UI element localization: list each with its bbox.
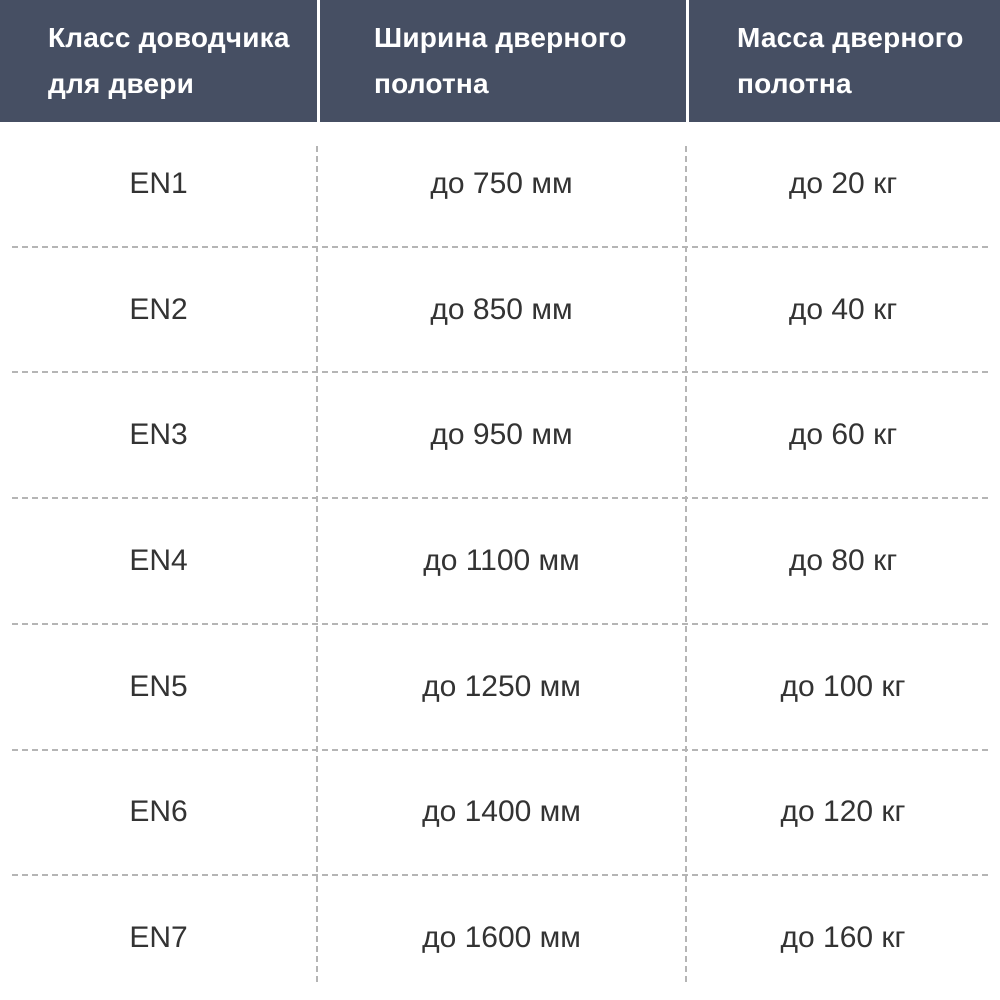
table-row: EN3 до 950 мм до 60 кг [0,373,1000,497]
table-row: EN7 до 1600 мм до 160 кг [0,876,1000,1000]
row-separator [12,748,988,751]
cell-door-mass: до 20 кг [788,166,898,200]
cell-door-mass: до 160 кг [780,921,906,955]
cell-door-width: до 1600 мм [422,921,581,955]
cell-closer-class: EN4 [129,544,188,578]
table-row: EN4 до 1100 мм до 80 кг [0,499,1000,623]
table-row: EN5 до 1250 мм до 100 кг [0,625,1000,749]
row-separator [12,371,988,374]
cell-closer-class: EN5 [129,669,188,703]
cell-door-mass: до 60 кг [788,418,898,452]
cell-closer-class: EN7 [129,921,188,955]
row-separator [12,622,988,625]
table-row: EN6 до 1400 мм до 120 кг [0,751,1000,875]
cell-door-width: до 850 мм [430,292,573,326]
table-header-row: Класс доводчика для двери Ширина дверног… [0,0,1000,122]
table-body: EN1 до 750 мм до 20 кг EN2 до 850 мм до 40 кг… [0,122,1000,1000]
table-row: EN2 до 850 мм до 40 кг [0,248,1000,372]
row-separator [12,497,988,500]
cell-door-mass: до 80 кг [788,544,898,578]
cell-door-mass: до 40 кг [788,292,898,326]
cell-door-mass: до 100 кг [780,669,906,703]
cell-closer-class: EN6 [129,795,188,829]
table-row: EN1 до 750 мм до 20 кг [0,122,1000,246]
cell-closer-class: EN3 [129,418,188,452]
row-separator [12,245,988,248]
cell-door-mass: до 120 кг [780,795,906,829]
cell-closer-class: EN1 [129,166,188,200]
header-closer-class: Класс доводчика для двери [48,22,290,99]
header-door-width: Ширина дверного полотна [317,0,686,122]
cell-door-width: до 750 мм [430,166,573,200]
cell-door-width: до 1250 мм [422,669,581,703]
cell-door-width: до 1100 мм [423,544,580,578]
header-door-mass: Масса дверного полотна [686,0,1000,122]
row-separator [12,874,988,877]
cell-door-width: до 950 мм [430,418,573,452]
cell-closer-class: EN2 [129,292,188,326]
cell-door-width: до 1400 мм [422,795,581,829]
